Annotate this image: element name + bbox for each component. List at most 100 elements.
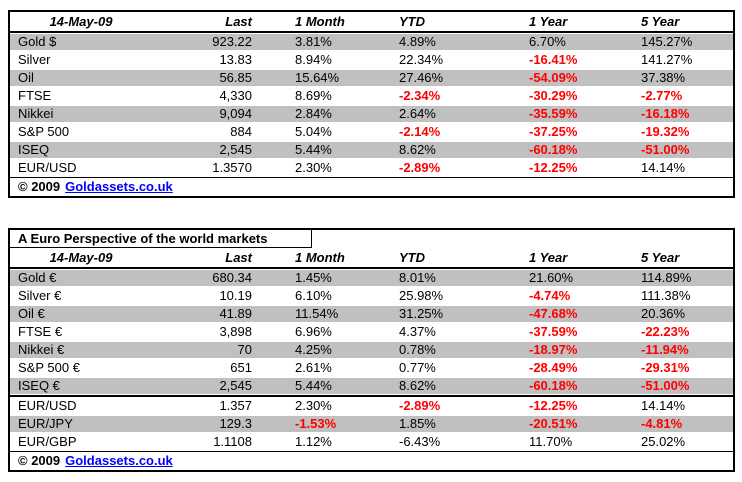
year1-value: 11.70% [529,434,573,449]
ytd-value: -2.34% [399,88,441,103]
month1-value: 6.10% [295,288,332,303]
year5-value: 14.14% [641,160,686,175]
last-value: 10.19 [219,288,252,303]
month1-value: 2.84% [295,106,332,121]
month1-value: 4.25% [295,342,332,357]
year1-value: 6.70% [529,34,566,49]
euro-copyright-bar: © 2009 Goldassets.co.uk [10,451,733,470]
ytd-value: 0.77% [399,360,436,375]
row-label: Oil [18,70,34,85]
row-label: Silver [18,52,51,67]
goldassets-link[interactable]: Goldassets.co.uk [65,179,173,194]
row-eurgbp-eur: EUR/GBP 1.1108 1.12% -6.43% 11.70% 25.02… [10,433,733,451]
year5-value: -19.32% [641,124,690,139]
last-value: 1.3570 [212,160,252,175]
ytd-value: 25.98% [399,288,444,303]
row-label: ISEQ [18,142,50,157]
month1-value: 5.44% [295,378,332,393]
year1-value: -12.25% [529,398,578,413]
month1-value: 2.61% [295,360,332,375]
date-header: 14-May-09 [49,250,113,265]
last-value: 2,545 [219,142,252,157]
col-header-1year: 1 Year [529,14,568,29]
euro-table-title-row: A Euro Perspective of the world markets [10,230,733,248]
row-label: S&P 500 [18,124,70,139]
row-label: S&P 500 € [18,360,80,375]
ytd-value: -2.89% [399,398,441,413]
date-header: 14-May-09 [49,14,113,29]
row-eurusd-eur: EUR/USD 1.357 2.30% -2.89% -12.25% 14.14… [10,397,733,415]
row-gold-usd: Gold $ 923.22 3.81% 4.89% 6.70% 145.27% [10,33,733,51]
row-eurusd-usd: EUR/USD 1.3570 2.30% -2.89% -12.25% 14.1… [10,159,733,177]
row-oil-usd: Oil 56.85 15.64% 27.46% -54.09% 37.38% [10,69,733,87]
year1-value: -18.97% [529,342,578,357]
row-sp500-usd: S&P 500 884 5.04% -2.14% -37.25% -19.32% [10,123,733,141]
year1-value: -35.59% [529,106,578,121]
year5-value: 111.38% [641,288,691,303]
year1-value: -16.41% [529,52,578,67]
year5-value: 14.14% [641,398,686,413]
ytd-value: -2.14% [399,124,441,139]
col-header-1month: 1 Month [295,14,345,29]
row-label: Oil € [18,306,45,321]
year1-value: -54.09% [529,70,578,85]
year1-value: 21.60% [529,270,574,285]
col-header-1year: 1 Year [529,250,568,265]
month1-value: 1.45% [295,270,332,285]
month1-value: 3.81% [295,34,332,49]
year5-value: -29.31% [641,360,690,375]
year5-value: 145.27% [641,34,693,49]
year5-value: -11.94% [641,342,689,357]
ytd-value: -6.43% [399,434,441,449]
year5-value: -51.00% [641,142,690,157]
euro-market-table: A Euro Perspective of the world markets … [8,228,735,472]
month1-value: 8.69% [295,88,332,103]
row-gold-eur: Gold € 680.34 1.45% 8.01% 21.60% 114.89% [10,269,733,287]
year1-value: -60.18% [529,142,578,157]
year1-value: -30.29% [529,88,578,103]
year5-value: -4.81% [641,416,683,431]
ytd-value: 4.37% [399,324,436,339]
year1-value: -12.25% [529,160,578,175]
row-label: FTSE € [18,324,63,339]
month1-value: 15.64% [295,70,340,85]
last-value: 9,094 [219,106,252,121]
row-iseq-usd: ISEQ 2,545 5.44% 8.62% -60.18% -51.00% [10,141,733,159]
year1-value: -60.18% [529,378,578,393]
row-ftse-usd: FTSE 4,330 8.69% -2.34% -30.29% -2.77% [10,87,733,105]
month1-value: 11.54% [295,306,339,321]
last-value: 4,330 [219,88,252,103]
fx-section-divider [10,395,733,397]
year1-value: -47.68% [529,306,578,321]
row-label: Nikkei € [18,342,65,357]
year1-value: -28.49% [529,360,578,375]
month1-value: 5.44% [295,142,332,157]
euro-table-title: A Euro Perspective of the world markets [10,230,312,248]
year1-value: -20.51% [529,416,578,431]
month1-value: 2.30% [295,398,332,413]
month1-value: -1.53% [295,416,337,431]
row-label: Silver € [18,288,62,303]
ytd-value: 8.62% [399,378,436,393]
row-eurjpy-eur: EUR/JPY 129.3 -1.53% 1.85% -20.51% -4.81… [10,415,733,433]
month1-value: 5.04% [295,124,332,139]
usd-market-table: 14-May-09 Last 1 Month YTD 1 Year 5 Year… [8,10,735,198]
month1-value: 1.12% [295,434,332,449]
row-nikkei-usd: Nikkei 9,094 2.84% 2.64% -35.59% -16.18% [10,105,733,123]
last-value: 1.1108 [213,434,252,449]
year5-value: -2.77% [641,88,683,103]
ytd-value: 22.34% [399,52,444,67]
ytd-value: 8.62% [399,142,436,157]
usd-copyright-bar: © 2009 Goldassets.co.uk [10,177,733,196]
year5-value: -22.23% [641,324,690,339]
col-header-5year: 5 Year [641,250,680,265]
month1-value: 8.94% [295,52,332,67]
col-header-1month: 1 Month [295,250,345,265]
row-ftse-eur: FTSE € 3,898 6.96% 4.37% -37.59% -22.23% [10,323,733,341]
year5-value: -51.00% [641,378,690,393]
year5-value: 37.38% [641,70,686,85]
col-header-ytd: YTD [399,250,425,265]
goldassets-link[interactable]: Goldassets.co.uk [65,453,173,468]
last-value: 129.3 [219,416,252,431]
year5-value: 114.89% [641,270,692,285]
